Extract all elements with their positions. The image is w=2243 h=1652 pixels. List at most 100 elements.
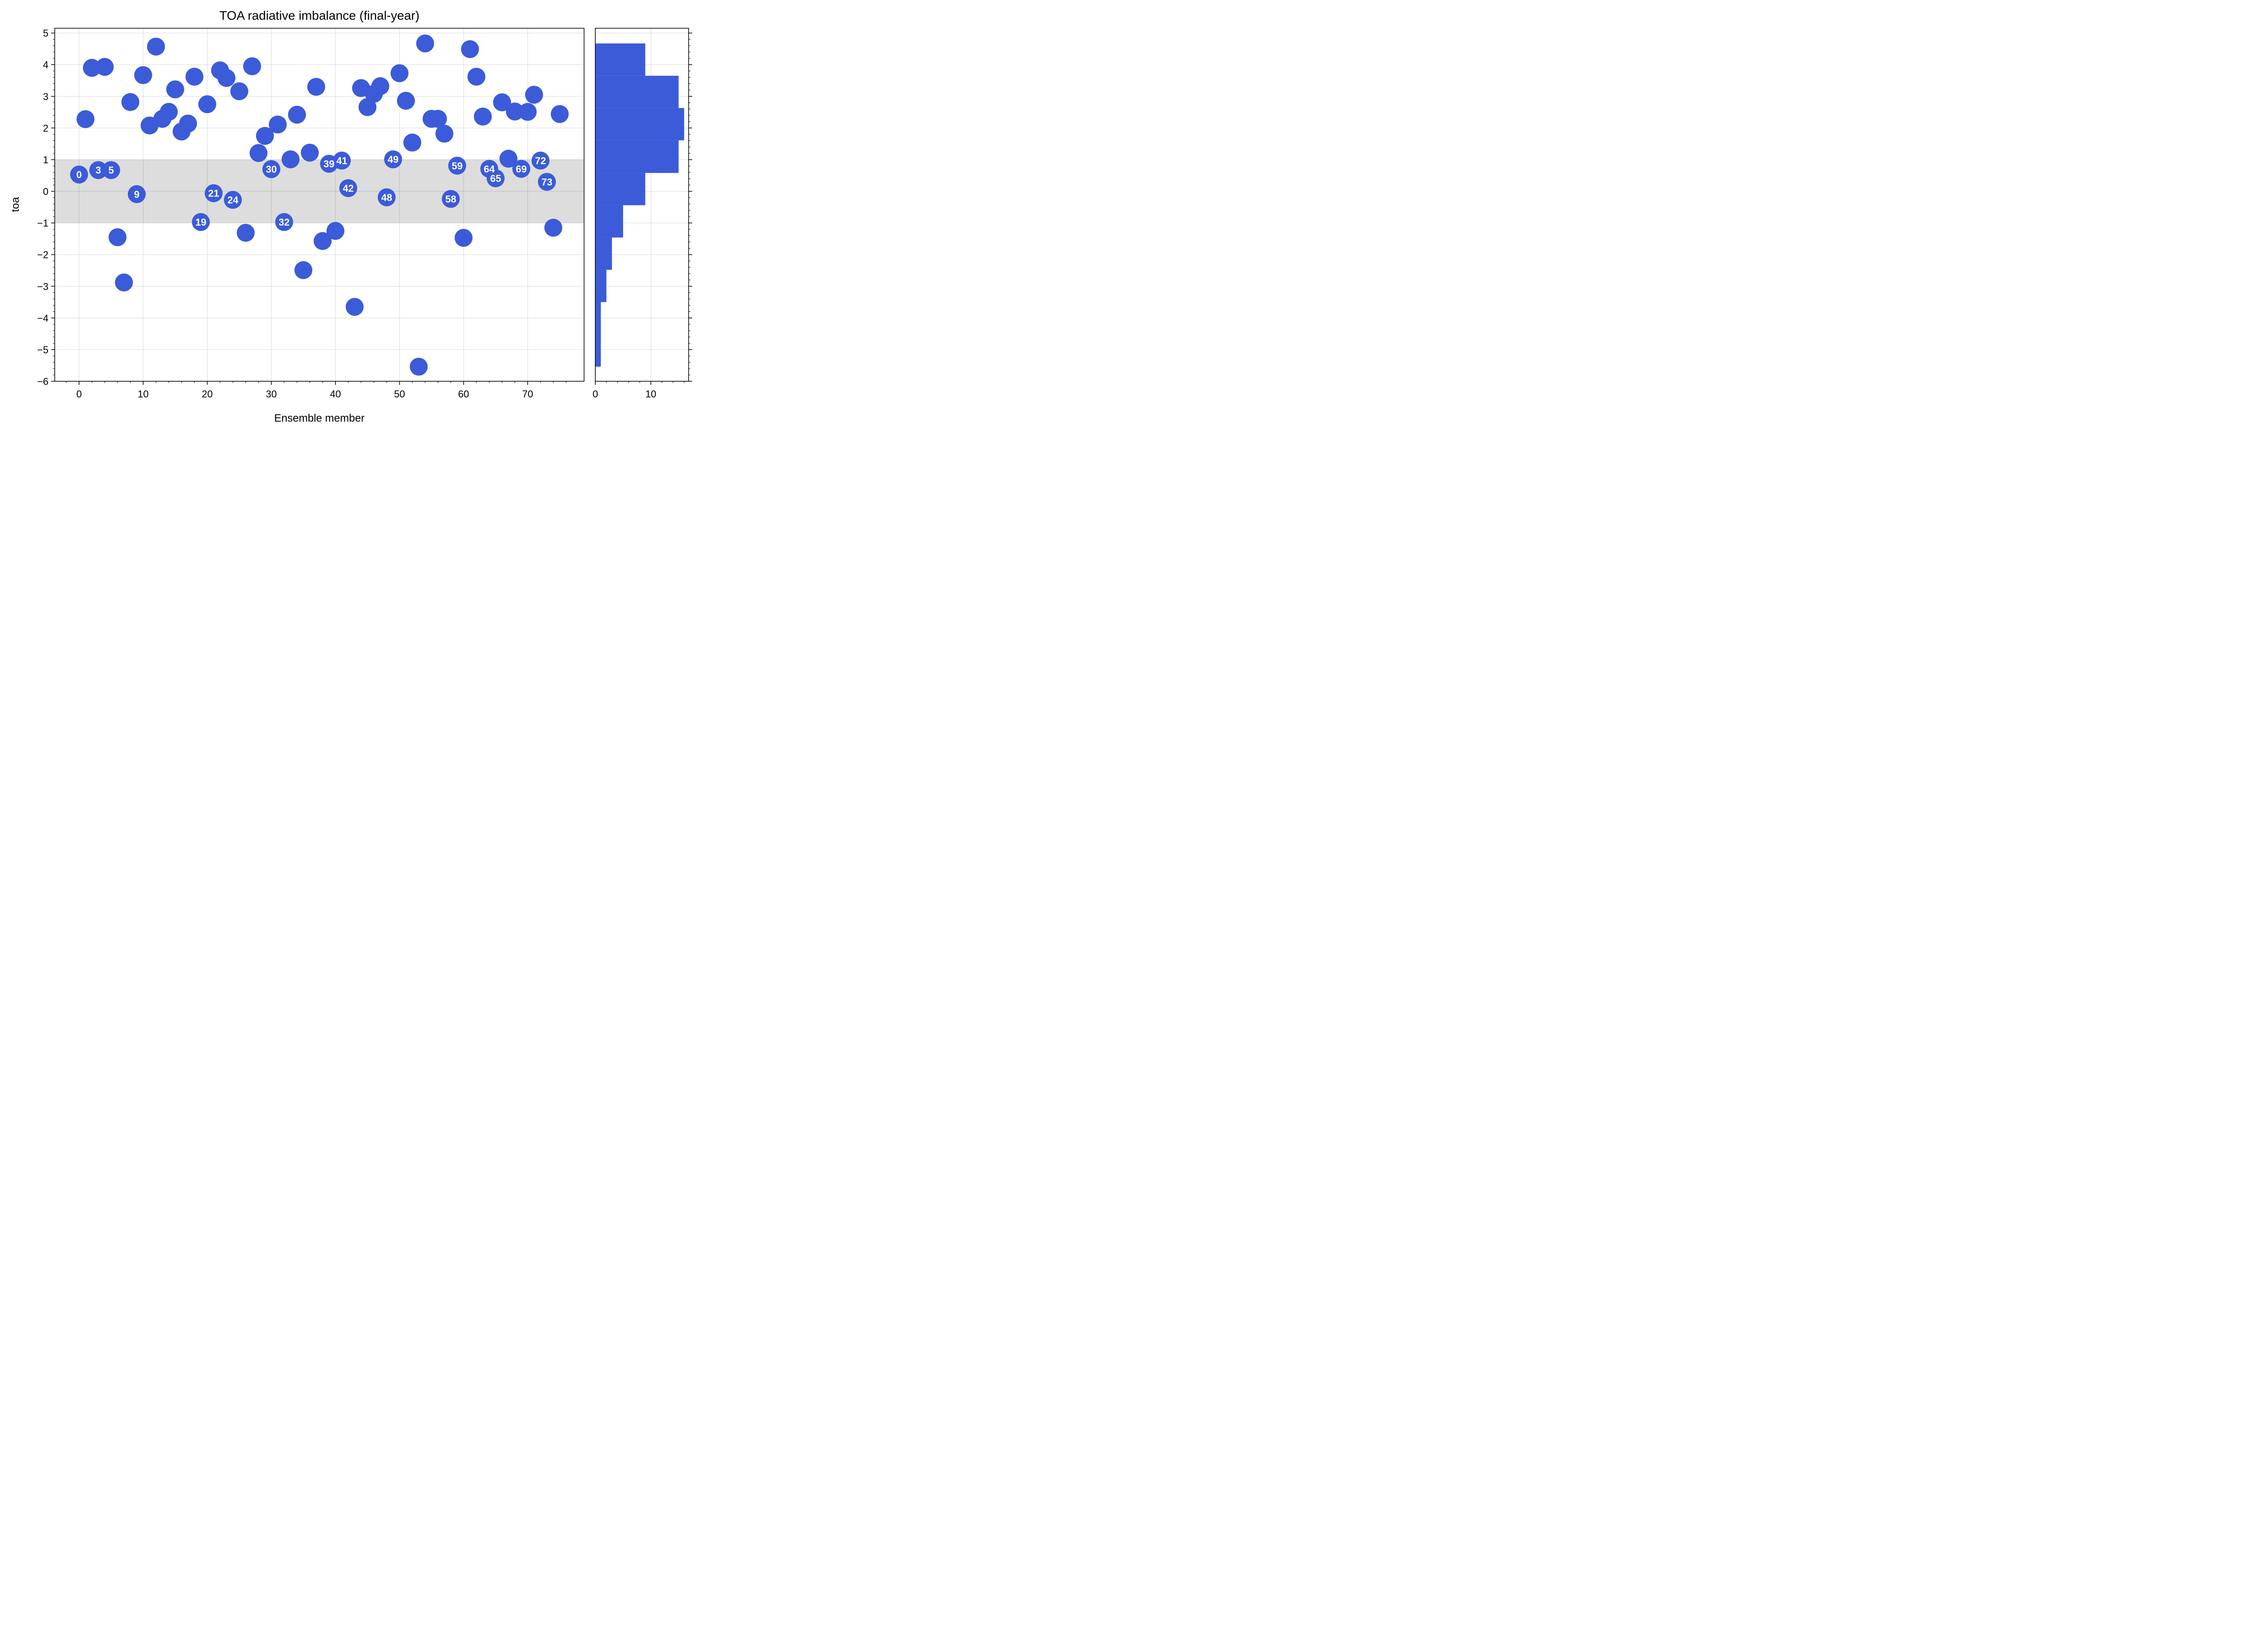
point-label: 69 bbox=[516, 163, 527, 174]
data-point[interactable] bbox=[390, 64, 409, 83]
histogram-bar[interactable] bbox=[595, 302, 601, 335]
data-point[interactable] bbox=[134, 66, 153, 84]
histogram-bar[interactable] bbox=[595, 334, 601, 367]
point-label: 9 bbox=[134, 189, 140, 200]
data-point[interactable] bbox=[307, 78, 325, 96]
histogram-bar[interactable] bbox=[595, 108, 685, 140]
data-point[interactable] bbox=[499, 149, 518, 168]
data-point[interactable] bbox=[441, 190, 460, 208]
data-point[interactable] bbox=[384, 150, 402, 169]
data-point[interactable] bbox=[506, 102, 524, 121]
data-point[interactable] bbox=[288, 105, 306, 124]
point-label: 58 bbox=[445, 193, 456, 205]
data-point[interactable] bbox=[474, 107, 492, 126]
x-tick-label: 0 bbox=[76, 388, 82, 400]
data-point[interactable] bbox=[326, 222, 345, 240]
data-point[interactable] bbox=[109, 228, 127, 246]
data-point[interactable] bbox=[121, 93, 140, 111]
data-point[interactable] bbox=[166, 80, 184, 99]
histogram-bar[interactable] bbox=[595, 270, 607, 302]
histogram-bar[interactable] bbox=[595, 140, 679, 173]
data-point[interactable] bbox=[179, 114, 197, 133]
data-point[interactable] bbox=[314, 232, 332, 250]
data-point[interactable] bbox=[429, 109, 447, 128]
data-point[interactable] bbox=[544, 218, 563, 237]
y-axis-label: toa bbox=[9, 197, 22, 212]
histogram-bar[interactable] bbox=[595, 237, 612, 270]
data-point[interactable] bbox=[435, 125, 454, 143]
data-point[interactable] bbox=[269, 115, 287, 134]
data-point[interactable] bbox=[410, 357, 428, 376]
data-point[interactable] bbox=[102, 161, 120, 179]
data-point[interactable] bbox=[192, 213, 210, 231]
data-point[interactable] bbox=[378, 188, 396, 206]
data-point[interactable] bbox=[448, 157, 467, 175]
point-label: 3 bbox=[96, 165, 101, 176]
data-point[interactable] bbox=[461, 40, 479, 58]
data-point[interactable] bbox=[333, 152, 351, 170]
data-point[interactable] bbox=[281, 150, 300, 169]
data-point[interactable] bbox=[358, 98, 377, 116]
data-point[interactable] bbox=[115, 273, 133, 292]
data-point[interactable] bbox=[256, 126, 274, 145]
y-tick-label: 3 bbox=[43, 91, 48, 102]
data-point[interactable] bbox=[371, 77, 389, 96]
data-point[interactable] bbox=[96, 58, 114, 76]
data-point[interactable] bbox=[538, 173, 556, 191]
x-tick-label: 20 bbox=[202, 388, 213, 400]
data-point[interactable] bbox=[76, 110, 95, 128]
data-point[interactable] bbox=[230, 82, 249, 100]
data-point[interactable] bbox=[262, 160, 280, 179]
histogram-bar[interactable] bbox=[595, 43, 646, 76]
data-point[interactable] bbox=[486, 169, 505, 187]
data-point[interactable] bbox=[294, 261, 313, 279]
x-tick-label: 30 bbox=[266, 388, 277, 400]
data-point[interactable] bbox=[185, 67, 204, 86]
data-point[interactable] bbox=[531, 152, 550, 170]
point-label: 0 bbox=[76, 169, 82, 180]
data-point[interactable] bbox=[89, 161, 108, 179]
data-point[interactable] bbox=[493, 93, 511, 112]
data-point[interactable] bbox=[160, 103, 178, 121]
data-point[interactable] bbox=[275, 213, 293, 231]
data-point[interactable] bbox=[403, 133, 422, 152]
data-point[interactable] bbox=[127, 185, 146, 203]
x-tick-label: 70 bbox=[522, 388, 533, 400]
hist-x-tick-label: 0 bbox=[593, 388, 598, 400]
point-label: 30 bbox=[266, 164, 277, 175]
chart-title: TOA radiative imbalance (final-year) bbox=[219, 9, 419, 22]
data-point[interactable] bbox=[205, 184, 223, 202]
histogram-axes: 0 10 bbox=[593, 28, 692, 400]
y-tick-label: 0 bbox=[43, 186, 48, 197]
data-point[interactable] bbox=[243, 57, 261, 75]
data-point[interactable] bbox=[345, 298, 364, 316]
point-label: 72 bbox=[535, 155, 546, 166]
data-point[interactable] bbox=[249, 144, 268, 162]
data-point[interactable] bbox=[83, 59, 101, 77]
data-point[interactable] bbox=[147, 37, 165, 56]
x-axis-label: Ensemble member bbox=[274, 412, 364, 424]
y-tick-label: 2 bbox=[43, 122, 48, 134]
data-point[interactable] bbox=[416, 34, 434, 52]
data-point[interactable] bbox=[397, 92, 415, 110]
x-tick-label: 50 bbox=[394, 388, 405, 400]
data-point[interactable] bbox=[217, 69, 236, 87]
point-label: 49 bbox=[388, 154, 398, 165]
data-point[interactable] bbox=[339, 179, 358, 197]
data-point[interactable] bbox=[224, 191, 242, 209]
data-point[interactable] bbox=[525, 86, 543, 104]
data-point[interactable] bbox=[301, 144, 319, 162]
data-point[interactable] bbox=[512, 160, 530, 178]
data-point[interactable] bbox=[550, 105, 569, 123]
histogram-bar[interactable] bbox=[595, 173, 646, 205]
data-point[interactable] bbox=[198, 95, 216, 113]
data-point[interactable] bbox=[454, 229, 473, 247]
data-point[interactable] bbox=[519, 103, 537, 121]
data-point[interactable] bbox=[236, 223, 255, 242]
data-point[interactable] bbox=[70, 166, 88, 184]
histogram-bar[interactable] bbox=[595, 75, 679, 108]
data-point[interactable] bbox=[467, 67, 485, 86]
point-label: 41 bbox=[336, 155, 347, 166]
histogram-bar[interactable] bbox=[595, 205, 623, 238]
